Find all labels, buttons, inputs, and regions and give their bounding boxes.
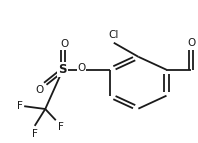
Text: Cl: Cl	[109, 30, 119, 40]
Text: F: F	[17, 101, 22, 111]
Text: O: O	[60, 39, 69, 49]
Text: O: O	[188, 38, 196, 48]
Text: O: O	[77, 63, 86, 73]
Text: O: O	[35, 85, 44, 95]
Text: S: S	[59, 63, 67, 76]
Text: F: F	[58, 122, 63, 132]
Text: F: F	[32, 129, 38, 139]
